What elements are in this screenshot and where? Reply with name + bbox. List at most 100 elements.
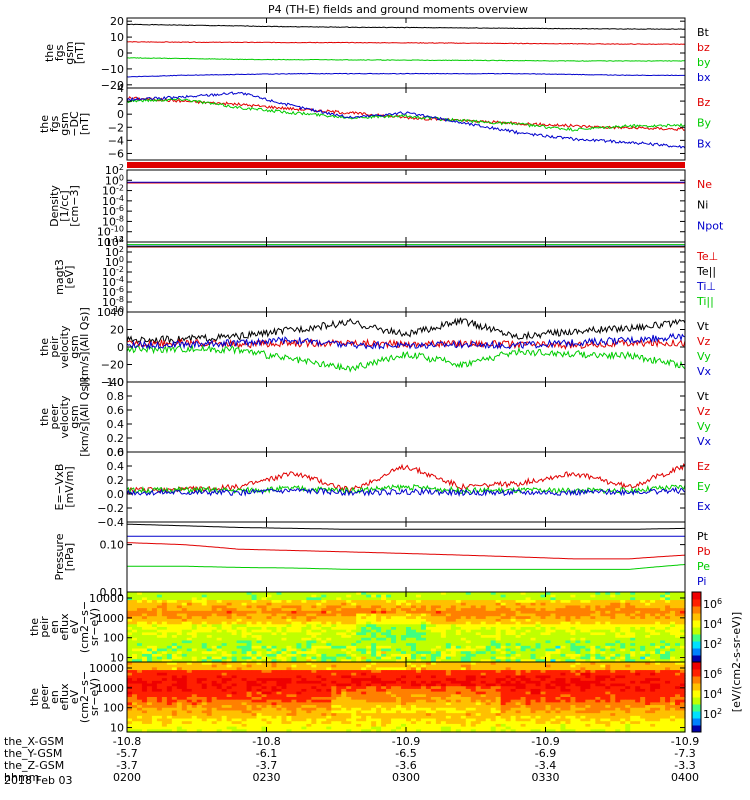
legend-Bz: Bz	[697, 96, 711, 109]
heatmap-cell	[625, 683, 631, 687]
heatmap-cell	[376, 672, 382, 677]
heatmap-cell	[460, 592, 467, 596]
heatmap-cell	[675, 637, 681, 642]
heatmap-cell	[635, 683, 641, 687]
heatmap-cell	[146, 648, 153, 652]
heatmap-cell	[560, 667, 567, 671]
heatmap-cell	[510, 608, 517, 612]
heatmap-cell	[241, 602, 248, 607]
heatmap-cell	[341, 697, 347, 701]
heatmap-cell	[401, 616, 407, 620]
heatmap-cell	[560, 656, 567, 660]
heatmap-cell	[181, 688, 188, 693]
heatmap-cell	[391, 656, 397, 660]
heatmap-cell	[251, 659, 258, 663]
heatmap-cell	[371, 691, 377, 695]
heatmap-cell	[211, 635, 218, 639]
heatmap-cell	[505, 667, 512, 671]
heatmap-cell	[545, 621, 552, 625]
heatmap-cell	[231, 621, 238, 625]
heatmap-cell	[680, 632, 686, 636]
heatmap-cell	[351, 602, 357, 607]
heatmap-cell	[156, 602, 163, 607]
heatmap-cell	[241, 605, 248, 609]
heatmap-cell	[127, 667, 133, 671]
heatmap-cell	[500, 680, 507, 685]
heatmap-cell	[236, 659, 243, 663]
heatmap-cell	[391, 702, 397, 706]
heatmap-cell	[351, 640, 357, 644]
heatmap-cell	[495, 643, 502, 647]
heatmap-cell	[381, 672, 387, 677]
heatmap-cell	[271, 680, 278, 685]
heatmap-cell	[520, 675, 527, 679]
heatmap-cell	[356, 672, 362, 677]
heatmap-cell	[266, 651, 273, 655]
heatmap-cell	[246, 624, 253, 628]
heatmap-cell	[615, 643, 621, 647]
heatmap-cell	[171, 675, 178, 679]
heatmap-cell	[675, 653, 681, 658]
heatmap-cell	[650, 627, 656, 631]
heatmap-cell	[366, 670, 372, 674]
heatmap-cell	[361, 672, 367, 677]
heatmap-cell	[495, 702, 502, 706]
heatmap-cell	[371, 640, 377, 644]
heatmap-cell	[176, 602, 183, 607]
heatmap-cell	[196, 651, 203, 655]
heatmap-cell	[655, 629, 661, 633]
heatmap-cell	[655, 678, 661, 682]
heatmap-cell	[386, 680, 392, 685]
heatmap-cell	[545, 686, 552, 690]
heatmap-cell	[460, 678, 467, 682]
heatmap-cell	[555, 659, 562, 663]
heatmap-cell	[191, 621, 198, 625]
heatmap-cell	[480, 621, 487, 625]
heatmap-cell	[450, 672, 457, 677]
heatmap-cell	[341, 627, 347, 631]
heatmap-cell	[425, 667, 432, 671]
heatmap-cell	[366, 651, 372, 655]
heatmap-cell	[615, 659, 621, 663]
heatmap-cell	[281, 670, 288, 674]
heatmap-cell	[231, 618, 238, 623]
heatmap-cell	[605, 621, 611, 625]
heatmap-cell	[341, 592, 347, 596]
heatmap-cell	[665, 613, 671, 617]
panel-density: Density[1/cc][cm−3]NeNiNpot10210010-210-…	[48, 163, 724, 249]
heatmap-cell	[291, 640, 297, 644]
y-tick-label: −10	[101, 63, 124, 76]
heatmap-cell	[645, 653, 651, 658]
heatmap-cell	[296, 621, 302, 625]
heatmap-cell	[376, 656, 382, 660]
heatmap-cell	[415, 697, 422, 701]
y-tick-label: 0.01	[100, 586, 125, 599]
heatmap-cell	[181, 648, 188, 652]
heatmap-cell	[445, 600, 452, 604]
heatmap-cell	[236, 667, 243, 671]
heatmap-cell	[211, 618, 218, 623]
heatmap-cell	[475, 645, 482, 650]
heatmap-cell	[440, 688, 447, 693]
heatmap-cell	[415, 629, 422, 633]
heatmap-cell	[610, 608, 616, 612]
heatmap-cell	[580, 653, 586, 658]
heatmap-cell	[515, 632, 522, 636]
heatmap-cell	[341, 597, 347, 601]
heatmap-cell	[550, 651, 557, 655]
heatmap-cell	[585, 651, 591, 655]
heatmap-cell	[425, 645, 432, 650]
heatmap-cell	[440, 613, 447, 617]
heatmap-cell	[391, 645, 397, 650]
heatmap-cell	[505, 664, 512, 668]
heatmap-cell	[485, 697, 492, 701]
heatmap-cell	[430, 662, 437, 666]
heatmap-cell	[331, 694, 337, 698]
heatmap-cell	[560, 691, 567, 695]
heatmap-cell	[430, 632, 437, 636]
heatmap-cell	[351, 664, 357, 668]
heatmap-cell	[645, 616, 651, 620]
heatmap-cell	[231, 675, 238, 679]
heatmap-cell	[420, 594, 427, 598]
heatmap-cell	[500, 651, 507, 655]
